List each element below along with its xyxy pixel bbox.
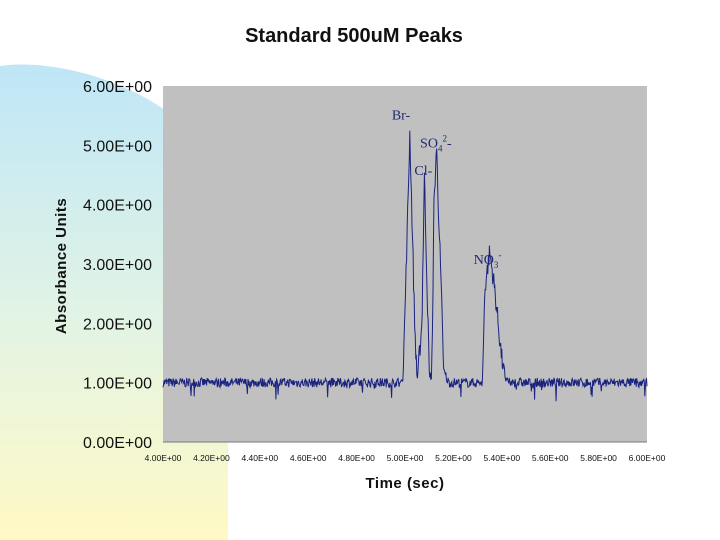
x-tick-label: 5.60E+00 <box>532 453 569 463</box>
x-tick-label: 6.00E+00 <box>629 453 666 463</box>
x-tick-label: 5.40E+00 <box>483 453 520 463</box>
plot-area <box>163 86 647 442</box>
x-tick-labels: 4.00E+00 4.20E+00 4.40E+00 4.60E+00 4.80E+00… <box>145 453 666 463</box>
y-tick-label: 5.00E+00 <box>83 138 152 155</box>
x-tick-label: 4.00E+00 <box>145 453 182 463</box>
y-tick-label: 1.00E+00 <box>83 376 152 393</box>
y-axis-label: Absorbance Units <box>53 198 70 334</box>
y-tick-label: 4.00E+00 <box>83 198 152 215</box>
x-tick-label: 5.00E+00 <box>387 453 424 463</box>
y-tick-label: 0.00E+00 <box>83 435 152 452</box>
peak-label: NO3- <box>474 250 502 270</box>
x-tick-label: 4.40E+00 <box>241 453 278 463</box>
x-tick-label: 5.80E+00 <box>580 453 617 463</box>
y-tick-labels: 0.00E+00 1.00E+00 2.00E+00 3.00E+00 4.00E+00… <box>83 79 152 452</box>
x-tick-label: 4.20E+00 <box>193 453 230 463</box>
peak-label: Cl- <box>414 164 432 179</box>
x-tick-label: 5.20E+00 <box>435 453 472 463</box>
x-tick-label: 4.60E+00 <box>290 453 327 463</box>
chart-title: Standard 500uM Peaks <box>245 25 463 47</box>
peak-labels: Br- Cl- SO42- NO3- <box>392 108 502 270</box>
x-axis-label: Time (sec) <box>366 475 445 492</box>
peak-label: Br- <box>392 108 411 123</box>
y-tick-label: 3.00E+00 <box>83 257 152 274</box>
y-tick-label: 6.00E+00 <box>83 79 152 96</box>
series-absorbance-line <box>162 130 648 402</box>
x-tick-label: 4.80E+00 <box>338 453 375 463</box>
y-tick-label: 2.00E+00 <box>83 316 152 333</box>
peak-label: SO42- <box>420 133 452 153</box>
